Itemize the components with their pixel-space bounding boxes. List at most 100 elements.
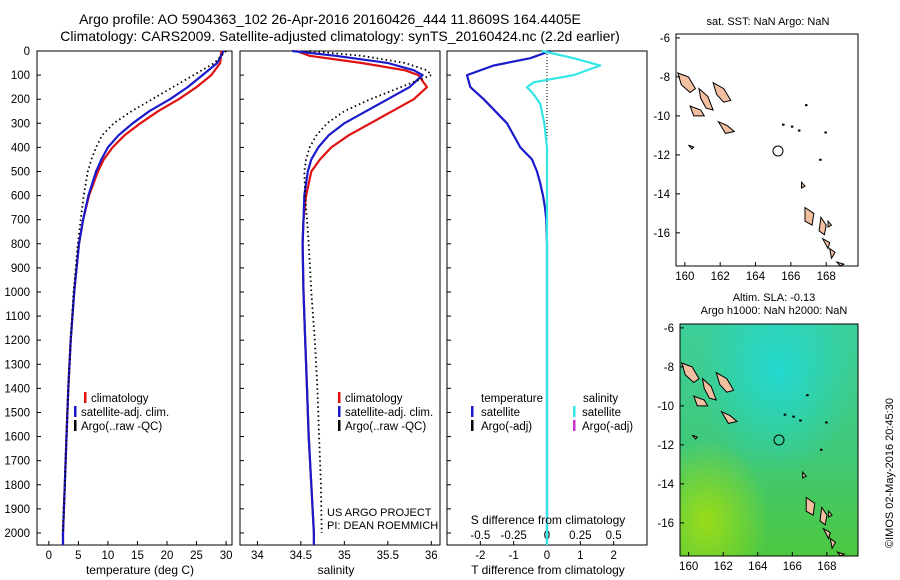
series-line-satellite-adj-clim- xyxy=(61,50,225,545)
lon-tick-label: 168 xyxy=(817,271,836,283)
lat-tick-label: -6 xyxy=(660,33,670,45)
legend-temp-satellite-swatch xyxy=(471,406,474,417)
depth-tick-label: 0 xyxy=(24,46,30,58)
series-line-salinity-satellite xyxy=(525,49,602,545)
lon-tick-label: 166 xyxy=(781,271,800,283)
project-note: US ARGO PROJECT xyxy=(327,507,432,519)
depth-tick-label: 700 xyxy=(11,215,30,227)
island-landmass xyxy=(828,247,836,260)
legend-satellite-adj: satellite-adj. clim. xyxy=(81,407,169,419)
s-difference-tick-labels: -0.5 -0.25 0 0.25 0.5 xyxy=(470,530,621,542)
sla-map-islands xyxy=(680,362,846,557)
difference-profiles xyxy=(465,49,602,545)
salinity-axis-label: salinity xyxy=(318,563,355,577)
x-tick-label: -1 xyxy=(509,550,519,562)
series-line-climatology xyxy=(296,49,429,545)
figure-title: Argo profile: AO 5904363_102 26-Apr-2016… xyxy=(79,11,581,27)
depth-tick-label: 1400 xyxy=(4,383,30,395)
legend-satellite-swatch xyxy=(74,406,77,417)
lat-tick-label: -16 xyxy=(653,228,670,240)
lon-tick-label: 160 xyxy=(675,271,694,283)
island-landmass xyxy=(819,505,828,526)
island-landmass xyxy=(835,551,846,557)
sst-map-islands xyxy=(677,72,846,267)
legend-argo: Argo(..raw -QC) xyxy=(81,421,162,433)
island-landmass xyxy=(821,237,831,250)
depth-tick-label: 800 xyxy=(11,239,30,251)
island-landmass xyxy=(827,219,833,228)
legend-sal-argo: Argo(-adj) xyxy=(582,421,633,433)
depth-tick-label: 1600 xyxy=(4,432,30,444)
island-landmass xyxy=(818,215,827,236)
island-landmass xyxy=(689,105,706,117)
depth-tick-label: 500 xyxy=(11,166,30,178)
legend-sal-argo-swatch xyxy=(573,420,576,431)
island-reef xyxy=(804,104,808,107)
temperature-panel: 0100200300400500600700800900100011001200… xyxy=(4,46,451,577)
salinity-legend: climatology satellite-adj. clim. Argo(..… xyxy=(338,392,433,433)
lat-tick-label: -16 xyxy=(657,518,674,530)
island-reef xyxy=(819,158,822,161)
island-reef xyxy=(825,421,828,424)
x-tick-label: 25 xyxy=(190,550,203,562)
lat-tick-label: -12 xyxy=(657,440,674,452)
x-tick-label: -0.25 xyxy=(501,530,527,542)
x-tick-label: 20 xyxy=(161,550,174,562)
legend-argo-swatch xyxy=(74,420,77,431)
legend-satellite-swatch xyxy=(338,406,341,417)
island-reef xyxy=(806,394,809,397)
sla-map-subtitle: Argo h1000: NaN h2000: NaN xyxy=(701,305,848,317)
argo-float-marker xyxy=(772,145,784,157)
temperature-legend: climatology satellite-adj. clim. Argo(..… xyxy=(74,392,169,433)
island-reef xyxy=(783,413,787,416)
temperature-axis-label: temperature (deg C) xyxy=(86,563,194,577)
argo-float-marker xyxy=(773,434,785,446)
lon-tick-label: 162 xyxy=(714,561,733,573)
temperature-profiles xyxy=(61,50,227,545)
depth-tick-label: 1700 xyxy=(4,456,30,468)
legend-climatology: climatology xyxy=(91,393,149,405)
temperature-panel-frame xyxy=(36,50,233,546)
legend-climatology-swatch xyxy=(338,392,341,403)
legend-temp-argo: Argo(-adj) xyxy=(481,421,532,433)
lat-tick-label: -8 xyxy=(664,362,674,374)
x-tick-label: 0 xyxy=(544,550,550,562)
depth-tick-label: 400 xyxy=(11,142,30,154)
island-landmass xyxy=(805,496,816,516)
lon-tick-label: 164 xyxy=(746,271,766,283)
island-landmass xyxy=(688,144,695,150)
temperature-tick-labels: 0 5 10 15 20 25 30 xyxy=(46,541,232,562)
island-reef xyxy=(824,131,827,134)
sst-map-title: sat. SST: NaN Argo: NaN xyxy=(707,16,830,28)
series-line-satellite-adj-clim- xyxy=(292,49,424,545)
salinity-panel: 34 34.5 35 35.5 36 salinity climatology sate… xyxy=(239,49,441,577)
island-reef xyxy=(792,415,795,418)
island-landmass xyxy=(680,362,700,384)
legend-satellite-adj: satellite-adj. clim. xyxy=(345,407,433,419)
depth-tick-label: 1300 xyxy=(4,359,30,371)
depth-tick-label: 200 xyxy=(11,94,30,106)
lat-tick-label: -10 xyxy=(657,401,674,413)
island-landmass xyxy=(801,180,806,189)
lon-tick-label: 162 xyxy=(711,271,730,283)
lat-tick-label: -14 xyxy=(653,189,670,201)
island-landmass xyxy=(712,81,732,103)
sst-map: sat. SST: NaN Argo: NaN -6 -8 -10 -12 -14 -16… xyxy=(653,16,859,283)
t-difference-tick-labels: -2 -1 0 1 2 xyxy=(475,541,617,562)
series-line-temperature-satellite xyxy=(465,49,551,545)
island-reef xyxy=(790,125,794,128)
island-landmass xyxy=(835,261,846,267)
x-tick-label: 34.5 xyxy=(290,550,312,562)
x-tick-label: 36 xyxy=(425,550,438,562)
lat-tick-label: -14 xyxy=(657,479,674,491)
salinity-profiles xyxy=(292,49,433,545)
legend-temp-argo-swatch xyxy=(471,420,474,431)
legend-sal-satellite-swatch xyxy=(573,406,576,417)
x-tick-label: -2 xyxy=(475,550,485,562)
depth-tick-label: 2000 xyxy=(4,528,30,540)
legend-temperature-title: temperature xyxy=(481,393,543,405)
depth-tick-label: 1100 xyxy=(5,311,30,323)
x-tick-label: 35 xyxy=(338,550,351,562)
x-tick-label: -0.5 xyxy=(470,530,490,542)
legend-argo-swatch xyxy=(338,420,341,431)
